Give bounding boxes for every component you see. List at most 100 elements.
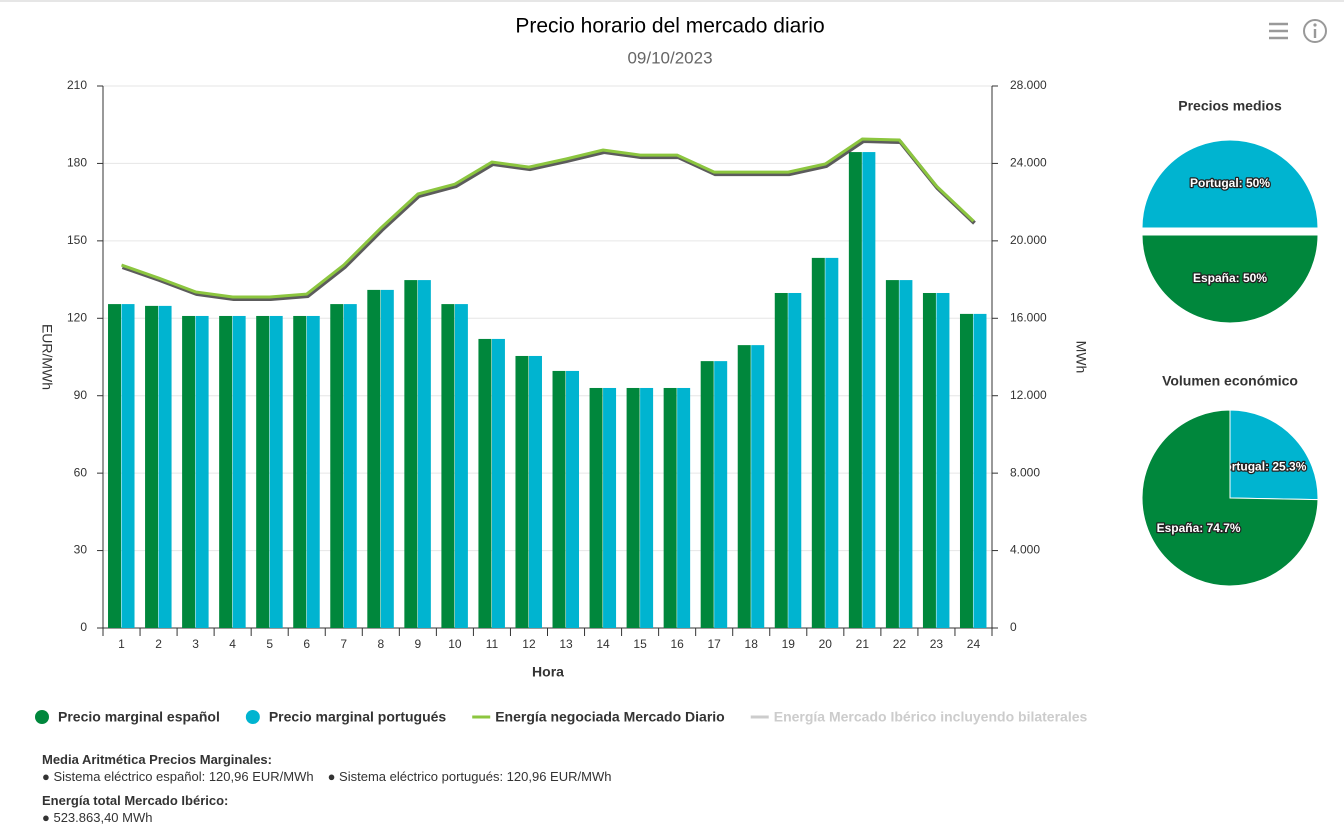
bar [737,345,751,628]
bar [788,292,802,628]
chart-subtitle: 09/10/2023 [627,48,712,67]
note-row: ● Sistema eléctrico español: 120,96 EUR/… [42,768,625,785]
y-tick-label: 0 [80,620,87,634]
pie-slice [1141,139,1319,229]
bar [751,345,765,628]
y2-axis-title: MWh [1073,341,1089,374]
bar [182,315,196,628]
pie-label: España: 74.7% [1157,521,1241,535]
bar [491,338,505,628]
bar [973,313,987,628]
bar [108,304,122,628]
bar [714,361,728,628]
legend-marker [245,710,260,724]
pie-slice [1229,409,1319,501]
line-shadow [121,139,976,301]
x-tick-label: 9 [415,637,422,651]
bar [862,152,876,628]
x-tick-label: 19 [782,637,796,651]
bar [256,315,270,628]
bar [825,257,839,628]
bar [528,355,542,628]
bar [269,315,283,628]
pie-label: España: 50% [1193,271,1267,285]
notes: Media Aritmética Precios Marginales: ● S… [42,751,625,826]
chart: Precio horario del mercado diario 09/10/… [0,0,1344,725]
x-tick-label: 3 [192,637,199,651]
bar [774,292,788,628]
menu-icon[interactable] [1269,22,1288,40]
bar [306,315,320,628]
y-tick-label: 90 [74,388,88,402]
note-item: ● Sistema eléctrico portugués: 120,96 EU… [327,769,612,784]
bar [959,313,973,628]
x-tick-label: 15 [633,637,647,651]
bar [899,280,913,628]
x-tick-label: 16 [670,637,684,651]
bar [121,304,135,628]
y-tick-label: 60 [74,465,88,479]
bar [417,280,431,628]
chart-title: Precio horario del mercado diario [515,15,824,38]
legend-label: Energía Mercado Ibérico incluyendo bilat… [774,709,1088,725]
note-heading: Energía total Mercado Ibérico: [42,793,229,808]
bar [478,338,492,628]
x-tick-label: 4 [229,637,236,651]
bar [603,387,617,628]
x-tick-label: 11 [486,637,499,651]
legend-marker [35,710,49,724]
y2-tick-label: 24.000 [1010,156,1047,170]
legend-label: Precio marginal portugués [269,709,447,725]
y-tick-label: 150 [67,233,87,247]
line [121,137,975,299]
x-tick-label: 10 [448,637,462,651]
x-tick-label: 12 [522,637,536,651]
x-tick-label: 22 [893,637,907,651]
x-tick-label: 13 [559,637,573,651]
info-icon[interactable] [1303,19,1327,43]
bar [515,355,529,628]
x-tick-label: 21 [856,637,870,651]
x-tick-label: 20 [819,637,833,651]
note-item: ● 523.863,40 MWh [42,810,153,825]
y2-tick-label: 8.000 [1010,465,1040,479]
bar [626,387,640,628]
x-tick-label: 14 [596,637,610,651]
bar [700,361,714,628]
x-tick-label: 5 [266,637,273,651]
y2-tick-label: 4.000 [1010,543,1040,557]
bar [811,257,825,628]
x-tick-label: 17 [708,637,722,651]
bar [936,292,950,628]
legend-label: Energía negociada Mercado Diario [495,709,725,725]
pie-title: Volumen económico [1162,373,1298,389]
note-item: ● Sistema eléctrico español: 120,96 EUR/… [42,769,314,784]
top-border [0,0,1344,2]
pie-label: Portugal: 25.3% [1216,459,1306,473]
bar [677,387,691,628]
y2-tick-label: 12.000 [1010,388,1047,402]
bar [640,387,654,628]
x-axis-title: Hora [532,664,564,680]
legend-label: Precio marginal español [58,709,220,725]
x-tick-label: 2 [155,637,162,651]
note-heading: Media Aritmética Precios Marginales: [42,752,272,767]
bar [885,280,899,628]
note-row: ● 523.863,40 MWh [42,809,625,826]
x-tick-label: 24 [967,637,981,651]
bar [848,152,862,628]
bar [441,304,455,628]
y-tick-label: 210 [67,78,87,92]
bar [232,315,246,628]
bar [145,305,159,628]
bar [663,387,677,628]
y-tick-label: 120 [67,310,87,324]
y2-tick-label: 28.000 [1010,78,1047,92]
x-tick-label: 1 [118,637,125,651]
x-tick-label: 6 [303,637,310,651]
bar [195,315,209,628]
x-tick-label: 7 [340,637,347,651]
x-tick-label: 8 [377,637,384,651]
bar [343,304,357,628]
bar [552,370,566,628]
